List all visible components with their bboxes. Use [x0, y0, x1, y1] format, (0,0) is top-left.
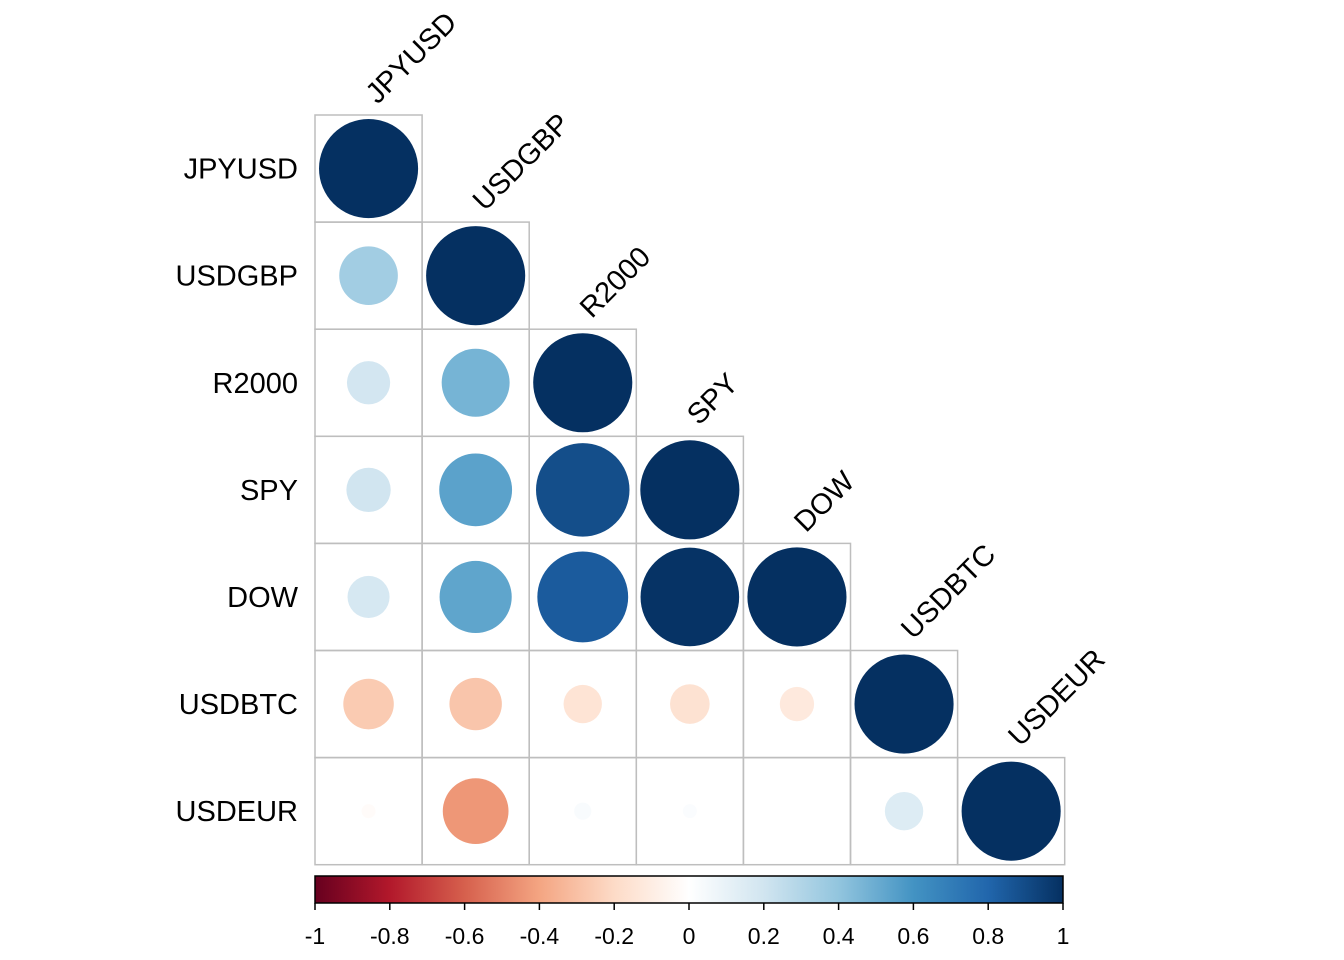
- colorbar-tick-label: -1: [305, 923, 325, 949]
- corr-circle-jpyusd-jpyusd: [319, 119, 419, 219]
- corr-circle-spy-r2000: [536, 443, 630, 537]
- column-label-spy: SPY: [681, 368, 745, 432]
- colorbar-tick-label: 0.4: [823, 923, 855, 949]
- corr-circle-spy-jpyusd: [346, 467, 391, 513]
- column-label-dow: DOW: [788, 465, 861, 538]
- corr-circle-usdeur-usdeur: [961, 761, 1061, 861]
- column-label-usdbtc: USDBTC: [895, 539, 1002, 646]
- corr-circle-usdbtc-r2000: [563, 684, 602, 724]
- corr-circle-spy-spy: [640, 440, 740, 540]
- row-label-jpyusd: JPYUSD: [184, 154, 298, 186]
- colorbar-tick-label: -0.6: [445, 923, 485, 949]
- corr-circle-usdbtc-usdbtc: [854, 654, 954, 754]
- colorbar-tick-label: 1: [1057, 923, 1070, 949]
- column-label-jpyusd: JPYUSD: [360, 6, 464, 110]
- colorbar-tick-label: -0.8: [370, 923, 410, 949]
- corr-circle-usdbtc-spy: [670, 684, 710, 724]
- column-label-r2000: R2000: [574, 241, 657, 324]
- colorbar-tick-label: -0.4: [520, 923, 560, 949]
- corr-circle-usdbtc-usdgbp: [449, 677, 502, 731]
- correlation-circles: [319, 119, 1061, 861]
- grid-cell: [742, 756, 852, 866]
- colorbar-tick-label: 0.2: [748, 923, 780, 949]
- colorbar-tick-label: 0.6: [897, 923, 929, 949]
- colorbar: -1 -0.8 -0.6 -0.4 -0.2 0 0.2 0.4 0.6 0.8 1: [305, 875, 1070, 949]
- row-label-usdbtc: USDBTC: [179, 689, 298, 721]
- row-label-usdgbp: USDGBP: [176, 261, 298, 293]
- corr-circle-usdgbp-usdgbp: [426, 226, 526, 326]
- corr-circle-usdeur-usdgbp: [442, 778, 509, 845]
- row-label-r2000: R2000: [213, 368, 298, 400]
- column-label-usdeur: USDEUR: [1002, 643, 1111, 752]
- row-label-spy: SPY: [240, 475, 298, 507]
- colorbar-tick-label: -0.2: [594, 923, 634, 949]
- corr-circle-spy-usdgbp: [439, 453, 513, 527]
- corr-circle-usdbtc-dow: [779, 686, 815, 722]
- row-label-usdeur: USDEUR: [176, 796, 298, 828]
- colorbar-tick-label: 0.8: [972, 923, 1004, 949]
- corr-circle-r2000-jpyusd: [346, 361, 391, 405]
- corr-circle-r2000-usdgbp: [441, 348, 510, 417]
- colorbar-tick-label: 0: [683, 923, 696, 949]
- cell-grid: [314, 114, 1066, 866]
- corr-circle-usdeur-jpyusd: [361, 804, 376, 819]
- corr-circle-usdeur-spy: [682, 804, 697, 819]
- column-label-usdgbp: USDGBP: [467, 108, 576, 217]
- colorbar-gradient-bar: [314, 875, 1064, 904]
- corr-circle-r2000-r2000: [533, 333, 633, 433]
- corr-circle-usdgbp-jpyusd: [339, 246, 398, 305]
- row-label-dow: DOW: [227, 582, 299, 614]
- row-labels: JPYUSD USDGBP R2000 SPY DOW USDBTC USDEUR: [176, 154, 299, 829]
- corr-circle-dow-r2000: [537, 551, 629, 643]
- corr-circle-usdeur-r2000: [574, 802, 592, 820]
- corr-circle-dow-jpyusd: [347, 575, 390, 618]
- corr-circle-dow-dow: [747, 547, 847, 647]
- corr-circle-dow-spy: [640, 547, 740, 647]
- grid-cell: [956, 756, 1066, 866]
- corr-circle-usdeur-usdbtc: [884, 791, 924, 831]
- corr-circle-usdbtc-jpyusd: [343, 678, 394, 730]
- corr-circle-dow-usdgbp: [439, 560, 512, 634]
